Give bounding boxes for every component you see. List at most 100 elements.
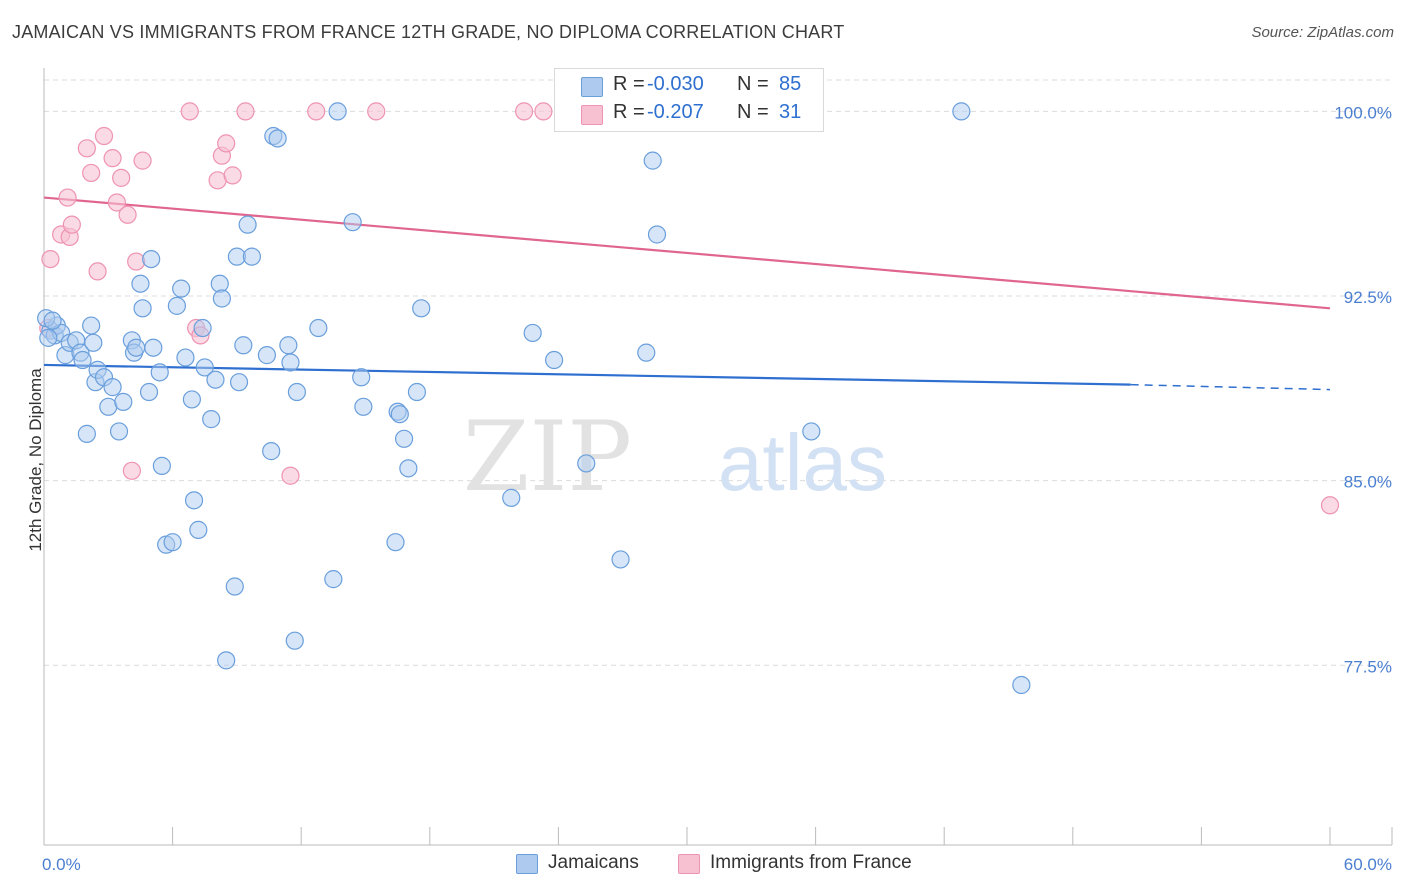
data-point-france	[118, 205, 137, 224]
data-point-jamaicans	[152, 456, 171, 475]
grid-lines	[44, 79, 1392, 666]
x-tick-label: 0.0%	[42, 855, 81, 874]
data-point-jamaicans	[647, 225, 667, 244]
data-point-jamaicans	[643, 151, 662, 170]
data-point-jamaicans	[172, 279, 191, 298]
data-point-jamaicans	[279, 336, 298, 355]
data-point-jamaicans	[354, 397, 373, 416]
data-point-france	[133, 151, 152, 170]
stats-legend: R = -0.030 N = 85 R = -0.207 N = 31	[554, 68, 824, 132]
data-point-france	[367, 102, 386, 121]
data-point-jamaicans	[352, 368, 371, 387]
trend-line-france	[43, 196, 1331, 310]
data-point-france	[180, 102, 199, 121]
data-point-jamaicans	[390, 405, 409, 424]
data-point-jamaicans	[217, 651, 236, 670]
data-point-france	[112, 168, 131, 187]
legend-r-label: R =	[613, 73, 645, 95]
data-point-jamaicans	[99, 397, 118, 416]
data-point-jamaicans	[234, 336, 253, 355]
data-point-france	[208, 171, 227, 190]
data-point-jamaicans	[343, 213, 362, 232]
legend-r-value: -0.207	[647, 101, 704, 123]
legend-label-jamaicans: Jamaicans	[548, 852, 639, 873]
data-point-jamaicans	[77, 424, 96, 443]
data-point-jamaicans	[163, 533, 182, 552]
data-point-jamaicans	[802, 422, 821, 441]
data-point-jamaicans	[242, 247, 262, 266]
data-point-france	[107, 193, 126, 212]
trend-lines	[43, 196, 1331, 391]
data-point-jamaicans	[324, 570, 343, 589]
data-point-jamaicans	[39, 328, 58, 347]
data-point-jamaicans	[523, 323, 542, 343]
data-point-jamaicans	[309, 318, 328, 338]
data-point-jamaicans	[262, 442, 281, 461]
chart-title: JAMAICAN VS IMMIGRANTS FROM FRANCE 12TH …	[12, 22, 845, 42]
data-point-jamaicans	[386, 533, 405, 552]
data-point-jamaicans	[144, 338, 163, 357]
data-point-jamaicans	[268, 129, 287, 148]
y-tick-label: 85.0%	[1344, 473, 1392, 492]
axes	[43, 68, 1393, 846]
data-point-jamaicans	[285, 631, 304, 650]
data-point-jamaicans	[127, 338, 146, 357]
data-point-jamaicans	[1012, 675, 1031, 695]
data-point-jamaicans	[176, 348, 195, 367]
legend-swatch-pink	[678, 854, 700, 874]
y-tick-label: 92.5%	[1344, 288, 1392, 307]
data-point-jamaicans	[394, 429, 414, 448]
data-point-jamaicans	[133, 299, 152, 318]
legend-swatch-pink	[581, 105, 603, 125]
data-point-france	[217, 134, 236, 153]
data-point-jamaicans	[150, 363, 169, 382]
data-point-france	[82, 163, 101, 183]
legend-r-value: -0.030	[647, 73, 704, 95]
data-point-france	[94, 126, 114, 146]
legend-swatch-blue	[516, 854, 538, 874]
legend-label-france: Immigrants from France	[710, 852, 912, 873]
data-point-jamaicans	[399, 459, 418, 478]
legend-r-label: R =	[613, 101, 645, 123]
data-point-jamaicans	[103, 378, 122, 397]
y-tick-label: 77.5%	[1344, 657, 1392, 676]
legend-n-value: 31	[779, 101, 802, 123]
data-point-france	[62, 215, 81, 234]
trend-line-jamaicans	[43, 363, 1131, 386]
series-legend: Jamaicans Immigrants from France	[0, 852, 1406, 878]
source-label: Source: ZipAtlas.com	[1251, 24, 1394, 41]
data-point-france	[127, 252, 146, 271]
data-points	[37, 102, 1340, 695]
data-point-jamaicans	[43, 311, 62, 330]
data-point-france	[223, 166, 242, 185]
data-point-jamaicans	[212, 289, 231, 308]
data-point-jamaicans	[109, 422, 129, 441]
data-point-france	[122, 461, 141, 480]
data-point-jamaicans	[182, 390, 201, 409]
watermark: ZIP atlas	[463, 401, 887, 513]
data-point-jamaicans	[142, 249, 161, 269]
legend-n-value: 85	[779, 73, 802, 95]
data-point-france	[1320, 496, 1340, 515]
data-point-jamaicans	[611, 550, 630, 569]
data-point-jamaicans	[238, 215, 257, 234]
trend-line-jamaicans-extension	[1130, 383, 1331, 391]
data-point-jamaicans	[195, 358, 214, 377]
data-point-france	[281, 466, 300, 485]
data-point-france	[41, 249, 60, 269]
data-point-jamaicans	[184, 491, 204, 510]
data-point-jamaicans	[637, 343, 656, 362]
data-point-france	[307, 102, 326, 121]
data-point-jamaicans	[229, 373, 249, 392]
data-point-jamaicans	[167, 296, 186, 315]
data-point-jamaicans	[84, 333, 103, 352]
data-point-jamaicans	[206, 370, 225, 389]
data-point-jamaicans	[114, 392, 133, 411]
data-point-france	[77, 139, 96, 158]
data-point-france	[515, 102, 534, 121]
data-point-france	[88, 262, 107, 281]
data-point-jamaicans	[412, 299, 431, 318]
legend-swatch-blue	[581, 77, 603, 97]
data-point-jamaicans	[82, 316, 101, 335]
